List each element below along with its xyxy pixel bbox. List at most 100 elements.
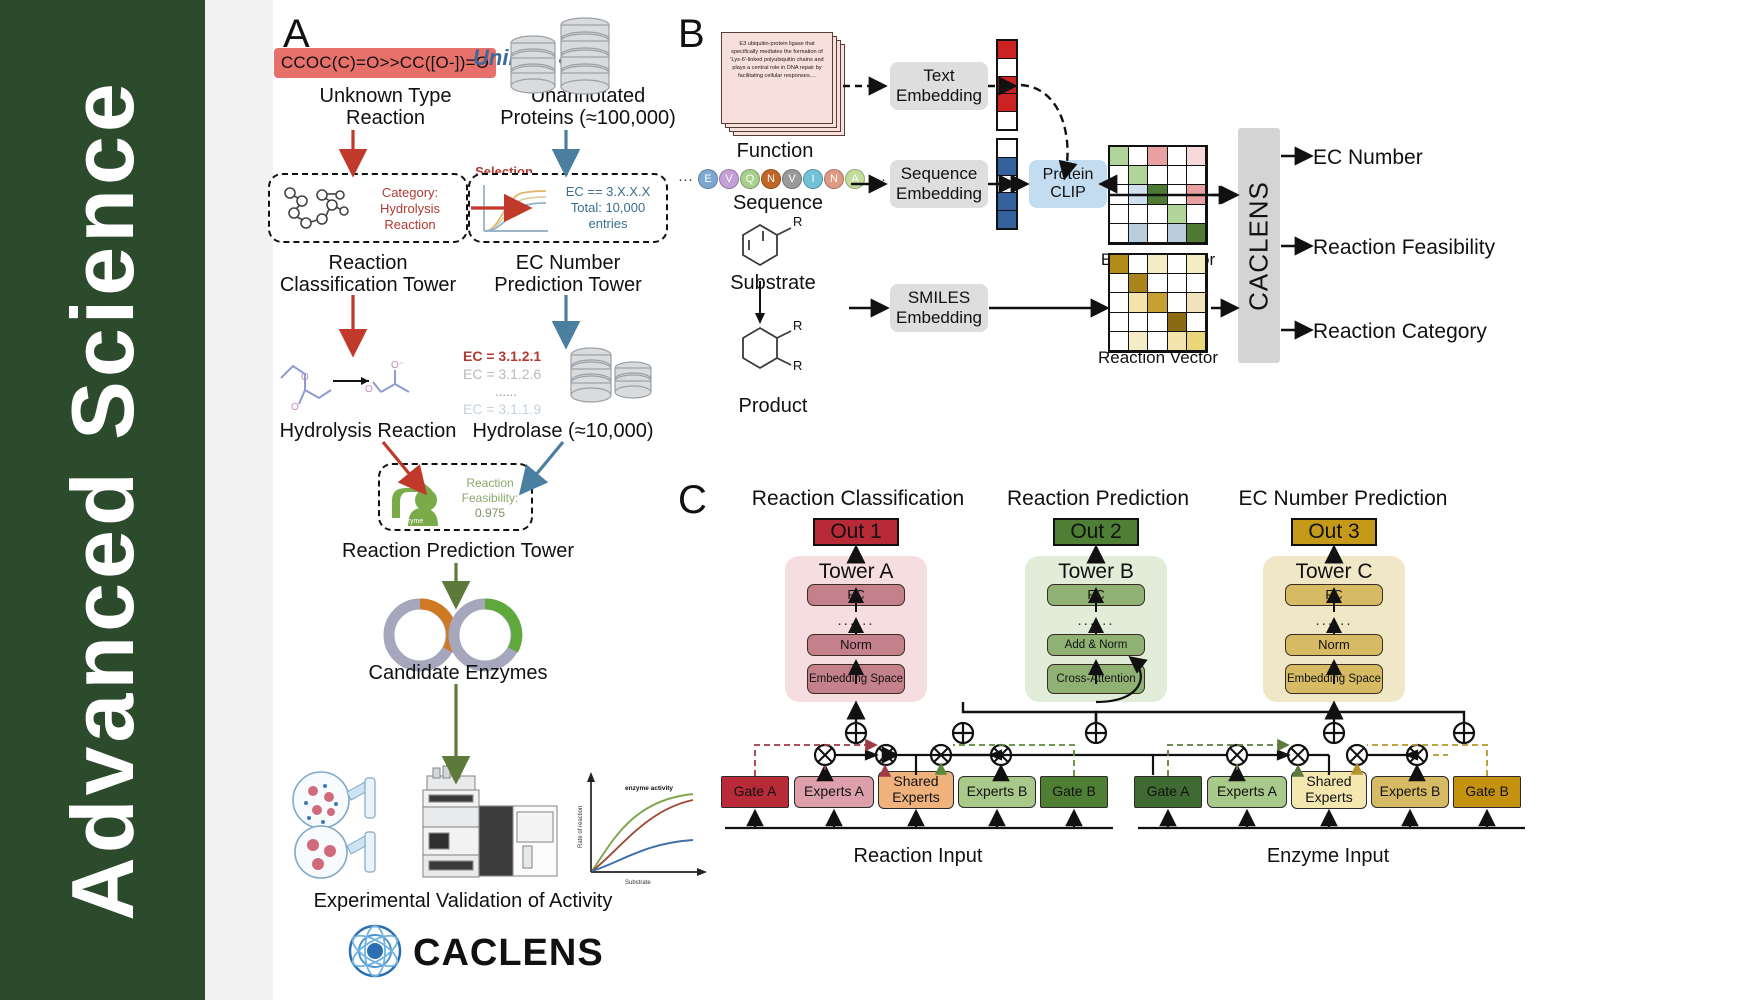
reaction-feasibility-box: Enzyme Reaction Feasibility: 0.975 <box>378 463 533 531</box>
right-shared-experts: Shared Experts <box>1291 771 1367 809</box>
left-gate-a: Gate A <box>721 776 789 808</box>
caclens-block: CACLENS <box>1238 128 1280 363</box>
reaction-prediction-tower-caption: Reaction Prediction Tower <box>342 540 574 562</box>
output-ec-number: EC Number <box>1313 146 1423 169</box>
reaction-input-label: Reaction Input <box>853 845 983 867</box>
out-1-box: Out 1 <box>813 518 899 546</box>
smiles-embedding-box: SMILES Embedding <box>890 284 988 332</box>
sequence-caption: Sequence <box>732 192 824 214</box>
tower-c-title: Tower C <box>1295 560 1373 583</box>
tower-a-title: Tower A <box>818 560 894 583</box>
ec-list-item: EC = 3.1.2.6 <box>463 366 542 382</box>
page-gutter <box>205 0 273 1000</box>
svg-text:Substrate: Substrate <box>625 880 651 886</box>
unknown-reaction-caption: Unknown Type Reaction <box>319 85 452 130</box>
left-shared-experts: Shared Experts <box>878 771 954 809</box>
panel-b-letter: B <box>678 12 705 56</box>
ec-list-ellipsis: ...... <box>495 384 517 399</box>
function-doc-front: E3 ubiquitin-protein ligase that specifi… <box>721 32 833 124</box>
ec-list-item: EC = 3.1.2.1 <box>463 348 542 364</box>
reaction-classification-tower-caption: Reaction Classification Tower <box>279 252 457 297</box>
svg-text:R: R <box>793 358 802 373</box>
right-gate-b: Gate B <box>1453 776 1521 808</box>
tower-c-dots: ...... <box>1315 612 1353 629</box>
reaction-vector-caption: Reaction Vector <box>1097 348 1218 367</box>
tower-c-fc: FC <box>1285 584 1383 606</box>
protein-clip-box: Protein CLIP <box>1029 160 1107 208</box>
tower-c-norm: Norm <box>1285 634 1383 656</box>
tower-c-embedding-space: Embedding Space <box>1285 664 1383 694</box>
residue-bead: N <box>761 169 781 189</box>
group-title-reaction-classification: Reaction Classification <box>751 487 965 510</box>
svg-text:R: R <box>793 318 802 333</box>
uniprot-logo: UniProt <box>473 36 653 88</box>
svg-text:Rate of reaction: Rate of reaction <box>578 806 584 848</box>
ec-list-item: EC = 3.1.1.9 <box>463 401 542 417</box>
unannotated-proteins-caption: Unannotated Proteins (≈100,000) <box>500 85 676 130</box>
tower-b-dots: ...... <box>1077 612 1115 629</box>
tower-a-wrap: Tower A FC ...... Norm Embedding Space <box>785 556 927 702</box>
function-caption: Function <box>736 140 814 162</box>
tower-b-cross-attention: Cross-Attention <box>1047 664 1145 694</box>
category-label: Category: Hydrolysis Reaction <box>380 185 440 232</box>
curve-plot-icon <box>483 185 548 232</box>
svg-text:enzyme activity: enzyme activity <box>625 785 673 792</box>
function-doc-stack: E3 ubiquitin-protein ligase that specifi… <box>721 32 851 142</box>
enzyme-icon: Enzyme <box>392 478 438 526</box>
residue-bead: A <box>845 169 865 189</box>
residue-bead: V <box>719 169 739 189</box>
enzyme-input-label: Enzyme Input <box>1266 845 1390 867</box>
ec-number-list: EC = 3.1.2.1 EC = 3.1.2.6 ...... EC = 3.… <box>463 348 583 417</box>
substrate-caption: Substrate <box>730 272 816 294</box>
experimental-validation-caption: Experimental Validation of Activity <box>313 890 613 912</box>
out-2-box: Out 2 <box>1053 518 1139 546</box>
tower-a-embedding-space: Embedding Space <box>807 664 905 694</box>
molecule-sketch-icon <box>284 187 349 229</box>
left-gate-b: Gate B <box>1040 776 1108 808</box>
reaction-feasibility-label: Reaction Feasibility: 0.975 <box>461 476 519 520</box>
svg-text:O⁻: O⁻ <box>391 360 404 371</box>
reaction-vector-matrix <box>1108 253 1208 353</box>
residue-bead: E <box>698 169 718 189</box>
group-title-ec-number-prediction: EC Number Prediction <box>1238 487 1448 510</box>
ec-total-label: EC == 3.X.X.X Total: 10,000 entries <box>565 184 651 231</box>
svg-text:O: O <box>291 402 299 413</box>
sequence-embedding-box: Sequence Embedding <box>890 160 988 208</box>
journal-banner: Advanced Science <box>0 0 205 1000</box>
sequence-embedding-vector <box>996 138 1018 230</box>
group-title-reaction-prediction: Reaction Prediction <box>1006 487 1190 510</box>
output-reaction-category: Reaction Category <box>1313 320 1487 343</box>
product-caption: Product <box>738 395 808 417</box>
text-embedding-vector <box>996 39 1018 131</box>
sequence-ellipsis-left: ··· <box>678 170 693 188</box>
caclens-block-label: CACLENS <box>1243 180 1274 311</box>
svg-text:O: O <box>301 372 309 383</box>
residue-bead: V <box>782 169 802 189</box>
tower-a-fc: FC <box>807 584 905 606</box>
enzyme-vector-matrix <box>1108 145 1208 245</box>
hydrolase-caption: Hydrolase (≈10,000) <box>472 420 654 442</box>
right-experts-a: Experts A <box>1207 776 1287 808</box>
sequence-ellipsis-right: ··· <box>871 170 886 188</box>
residue-bead: N <box>824 169 844 189</box>
caclens-logo-text: CACLENS <box>413 932 604 974</box>
text-embedding-box: Text Embedding <box>890 62 988 110</box>
tower-c-wrap: Tower C FC ...... Norm Embedding Space <box>1263 556 1405 702</box>
ec-number-prediction-box: EC == 3.X.X.X Total: 10,000 entries <box>468 173 668 243</box>
tower-a-norm: Norm <box>807 634 905 656</box>
tower-b-wrap: Tower B FC ...... Add & Norm Cross-Atten… <box>1025 556 1167 702</box>
panel-c-letter: C <box>678 478 707 522</box>
left-experts-a: Experts A <box>794 776 874 808</box>
residue-bead: Q <box>740 169 760 189</box>
enzyme-icon-label: Enzyme <box>398 518 423 525</box>
output-reaction-feasibility: Reaction Feasibility <box>1313 236 1496 259</box>
svg-text:O: O <box>365 384 373 395</box>
right-experts-b: Experts B <box>1371 776 1449 808</box>
ec-number-prediction-tower-caption: EC Number Prediction Tower <box>494 252 642 297</box>
out-3-box: Out 3 <box>1291 518 1377 546</box>
tower-b-title: Tower B <box>1058 560 1134 583</box>
svg-text:R: R <box>793 214 802 229</box>
smiles-reaction-box: CCOC(C)=O>>CC([O-])=O <box>274 48 496 78</box>
residue-bead: I <box>803 169 823 189</box>
candidate-enzymes-caption: Candidate Enzymes <box>368 662 548 684</box>
